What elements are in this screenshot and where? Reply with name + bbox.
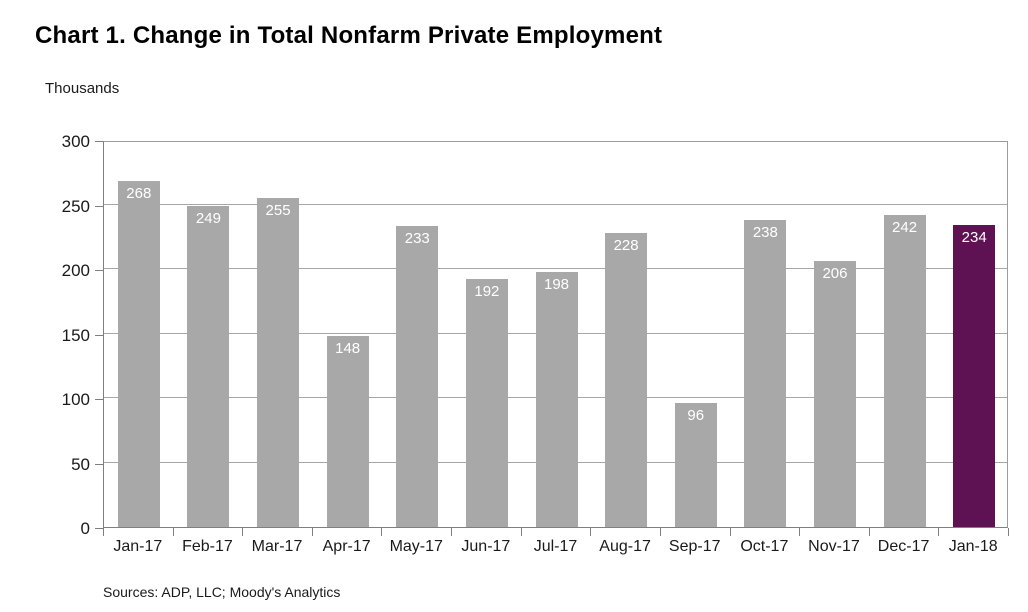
bar-Aug-17: 228 bbox=[605, 232, 648, 527]
bar-value-label-May-17: 233 bbox=[404, 230, 430, 248]
x-axis-tick-9 bbox=[729, 528, 731, 536]
plot-area: 268 249 255 148 233 192 198 228 96 238 206 242 234 bbox=[103, 141, 1008, 528]
x-axis-label-Jan-17: Jan-17 bbox=[113, 538, 163, 555]
y-axis-label-200: 200 bbox=[61, 261, 90, 280]
bar-value-label-Jan-17: 268 bbox=[126, 185, 152, 203]
gridline-250 bbox=[104, 203, 1007, 205]
y-axis-tick-150 bbox=[95, 334, 103, 336]
bar-value-label-Apr-17: 148 bbox=[335, 340, 361, 358]
x-axis-tick-8 bbox=[659, 528, 661, 536]
x-axis-label-Dec-17: Dec-17 bbox=[877, 538, 930, 555]
y-axis-tick-300 bbox=[95, 141, 103, 142]
x-axis-tick-11 bbox=[868, 528, 870, 536]
x-axis-label-Feb-17: Feb-17 bbox=[182, 538, 233, 555]
bar-value-label-Aug-17: 228 bbox=[613, 236, 639, 254]
bar-Sep-17: 96 bbox=[674, 403, 717, 527]
bar-Jan-17: 268 bbox=[117, 181, 160, 527]
x-axis-tick-6 bbox=[520, 528, 522, 536]
bar-Feb-17: 249 bbox=[187, 205, 230, 527]
bar-value-label-Jul-17: 198 bbox=[543, 275, 570, 293]
x-axis-label-Mar-17: Mar-17 bbox=[251, 538, 303, 555]
y-axis-tick-0 bbox=[95, 528, 103, 529]
y-axis-tick-200 bbox=[95, 270, 103, 271]
bar-value-label-Feb-17: 249 bbox=[195, 209, 221, 227]
y-axis-tick-250 bbox=[95, 205, 103, 207]
bar-Mar-17: 255 bbox=[257, 198, 300, 527]
bar-Jun-17: 192 bbox=[465, 279, 508, 527]
y-axis-label-100: 100 bbox=[61, 390, 90, 409]
y-axis-label-250: 250 bbox=[61, 196, 90, 216]
bar-value-label-Dec-17: 242 bbox=[892, 218, 918, 236]
y-axis-tick-100 bbox=[95, 399, 103, 400]
bar-Oct-17: 238 bbox=[744, 219, 787, 527]
bar-value-label-Oct-17: 238 bbox=[752, 223, 778, 241]
x-axis-tick-1 bbox=[172, 528, 174, 536]
bar-Apr-17: 148 bbox=[326, 336, 369, 527]
y-axis-label-300: 300 bbox=[61, 132, 90, 151]
x-axis-tick-0 bbox=[103, 528, 104, 536]
x-axis-label-Sep-17: Sep-17 bbox=[668, 538, 721, 555]
y-axis-label-150: 150 bbox=[61, 325, 90, 345]
chart-title: Chart 1. Change in Total Nonfarm Private… bbox=[35, 22, 663, 49]
x-axis-tick-2 bbox=[242, 528, 244, 536]
bar-Jan-18: 234 bbox=[953, 225, 996, 527]
source-note: Sources: ADP, LLC; Moody's Analytics bbox=[103, 584, 341, 600]
bar-Dec-17: 242 bbox=[883, 214, 926, 527]
bar-Nov-17: 206 bbox=[813, 261, 856, 527]
y-axis-units-label: Thousands bbox=[45, 80, 120, 97]
bar-value-label-Mar-17: 255 bbox=[265, 202, 291, 220]
bar-Jul-17: 198 bbox=[535, 271, 578, 527]
bar-value-label-Nov-17: 206 bbox=[822, 265, 848, 283]
x-axis-tick-5 bbox=[451, 528, 453, 536]
y-axis-label-50: 50 bbox=[71, 454, 90, 474]
x-axis-tick-12 bbox=[938, 528, 940, 536]
x-axis-label-Oct-17: Oct-17 bbox=[740, 538, 789, 555]
y-axis-tick-50 bbox=[95, 463, 103, 465]
x-axis-tick-10 bbox=[799, 528, 801, 536]
x-axis-label-May-17: May-17 bbox=[389, 538, 443, 555]
x-axis-label-Jan-18: Jan-18 bbox=[948, 538, 998, 555]
x-axis-tick-7 bbox=[590, 528, 592, 536]
bar-value-label-Jan-18: 234 bbox=[961, 229, 987, 247]
x-axis-label-Aug-17: Aug-17 bbox=[599, 538, 651, 555]
x-axis-tick-3 bbox=[311, 528, 313, 536]
x-axis-label-Jun-17: Jun-17 bbox=[461, 538, 511, 555]
x-axis-tick-13 bbox=[1008, 528, 1009, 536]
bar-value-label-Jun-17: 192 bbox=[474, 283, 500, 301]
x-axis-label-Nov-17: Nov-17 bbox=[808, 538, 860, 555]
y-axis-label-0: 0 bbox=[80, 519, 90, 538]
x-axis-label-Apr-17: Apr-17 bbox=[322, 538, 371, 555]
bar-value-label-Sep-17: 96 bbox=[687, 407, 705, 425]
gridline-200 bbox=[104, 268, 1007, 269]
bar-May-17: 233 bbox=[396, 226, 439, 527]
x-axis-label-Jul-17: Jul-17 bbox=[533, 538, 578, 555]
x-axis-tick-4 bbox=[381, 528, 383, 536]
